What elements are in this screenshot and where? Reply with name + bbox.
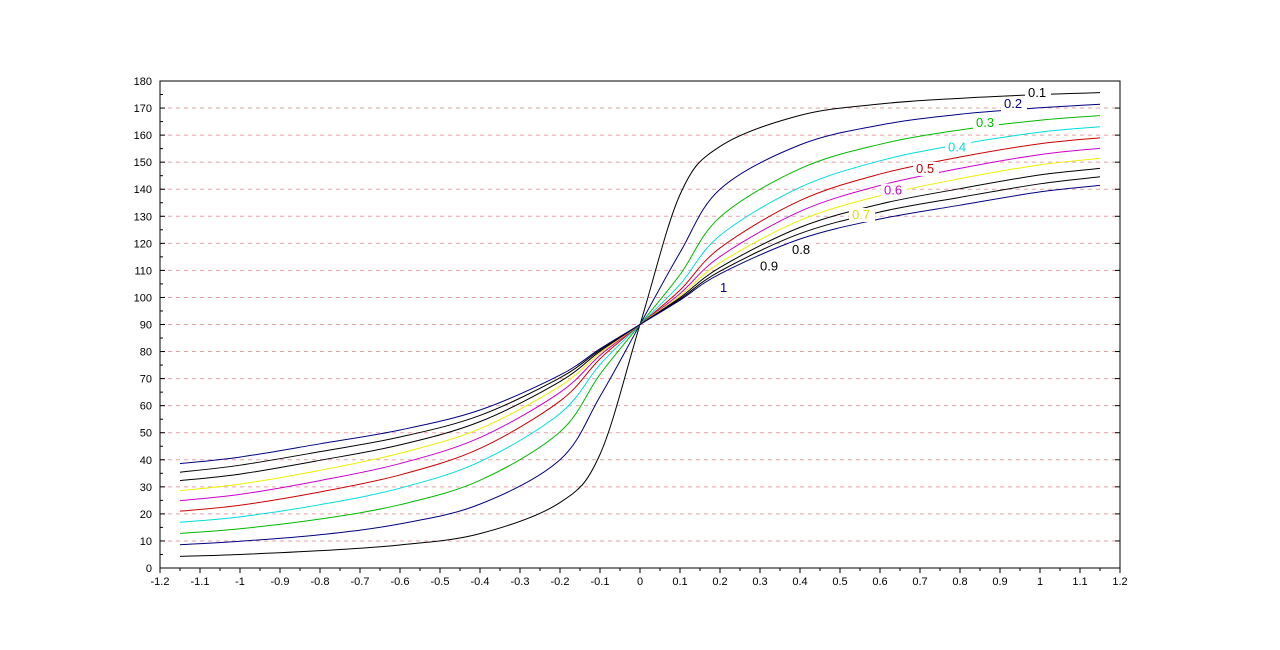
x-axis: -1.2 -1.1 -1 -0.9 -0.8 -0.7 -0.6 -0.5 -0.4 -0.3 -0… [151,568,1128,588]
x-tick-label: 0.3 [752,576,767,588]
y-tick-label: 40 [140,455,152,467]
y-tick-label: 150 [134,157,152,169]
x-tick-label: -0.8 [311,576,330,588]
series-label-background [881,183,907,198]
x-tick-label: -0.1 [591,576,610,588]
x-tick-label: 1.2 [1112,576,1127,588]
x-tick-label: -0.4 [471,576,490,588]
y-tick-label: 100 [134,292,152,304]
series-label-0.5: 0.5 [916,161,934,176]
x-tick-label: 0.4 [792,576,807,588]
x-tick-label: 0.2 [712,576,727,588]
x-tick-label: -0.7 [351,576,370,588]
series-label-background [1025,86,1051,101]
x-tick-label: -0.5 [431,576,450,588]
y-tick-label: 130 [134,211,152,223]
x-tick-label: -1.1 [191,576,210,588]
series-label-0.6: 0.6 [884,183,902,198]
y-tick-label: 160 [134,130,152,142]
x-tick-label: -0.6 [391,576,410,588]
series-label-0.1: 0.1 [1028,85,1046,100]
y-tick-label: 30 [140,482,152,494]
series-label-background [1001,97,1027,112]
y-tick-label: 90 [140,320,152,332]
series-label-background [973,115,999,130]
series-label-background [913,161,939,176]
series-label-0.7: 0.7 [852,207,870,222]
y-tick-label: 20 [140,509,152,521]
series-label-background [945,140,971,155]
series-label-background [789,243,815,258]
y-tick-label: 70 [140,374,152,386]
series-label-0.3: 0.3 [976,115,994,130]
series-label-0.2: 0.2 [1004,96,1022,111]
y-tick-label: 60 [140,401,152,413]
series-label-background [757,259,783,274]
series-label-0.8: 0.8 [792,242,810,257]
series-label-background [717,281,743,296]
series-line-1 [179,184,1101,465]
x-tick-label: 0.1 [672,576,687,588]
x-tick-label: 0.6 [872,576,887,588]
series-label-background [849,207,875,222]
x-tick-label: 0.5 [832,576,847,588]
x-tick-label: 0 [637,576,643,588]
x-tick-label: -1 [235,576,245,588]
y-tick-label: 10 [140,536,152,548]
y-tick-label: 170 [134,103,152,115]
x-tick-label: 0.8 [952,576,967,588]
series-label-0.4: 0.4 [948,139,966,154]
grid-lines [160,107,1120,542]
x-tick-label: -0.3 [511,576,530,588]
y-tick-label: 80 [140,347,152,359]
x-tick-label: 1 [1037,576,1043,588]
y-tick-label: 50 [140,428,152,440]
y-tick-label: 140 [134,184,152,196]
x-tick-label: -1.2 [151,576,170,588]
series-labels: 0.1 0.2 0.3 0.4 0.5 0.6 0.7 0.8 0.9 1 [717,85,1051,296]
x-tick-label: -0.9 [271,576,290,588]
y-tick-label: 0 [146,563,152,575]
x-tick-label: 0.9 [992,576,1007,588]
y-tick-label: 120 [134,238,152,250]
series-label-0.9: 0.9 [760,258,778,273]
y-tick-label: 180 [134,76,152,88]
x-tick-label: 1.1 [1072,576,1087,588]
series-label-1: 1 [720,280,727,295]
x-tick-label: -0.2 [551,576,570,588]
y-axis: 0 10 20 30 40 50 60 70 80 90 100 110 120 130 140 150 160… [134,76,1120,575]
y-tick-label: 110 [134,265,152,277]
x-tick-label: 0.7 [912,576,927,588]
